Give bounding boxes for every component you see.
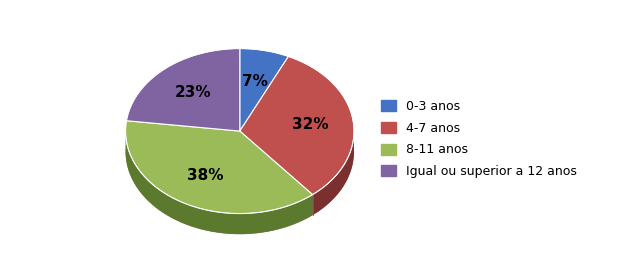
Polygon shape [125, 121, 312, 214]
Polygon shape [312, 133, 354, 215]
Polygon shape [240, 56, 354, 195]
Text: 23%: 23% [175, 85, 211, 100]
Legend: 0-3 anos, 4-7 anos, 8-11 anos, Igual ou superior a 12 anos: 0-3 anos, 4-7 anos, 8-11 anos, Igual ou … [376, 95, 582, 183]
Text: 38%: 38% [188, 168, 224, 183]
Polygon shape [240, 49, 288, 131]
Polygon shape [125, 133, 312, 234]
Text: 7%: 7% [242, 74, 268, 89]
Text: 32%: 32% [292, 117, 329, 132]
Polygon shape [127, 49, 240, 131]
Ellipse shape [125, 69, 354, 234]
